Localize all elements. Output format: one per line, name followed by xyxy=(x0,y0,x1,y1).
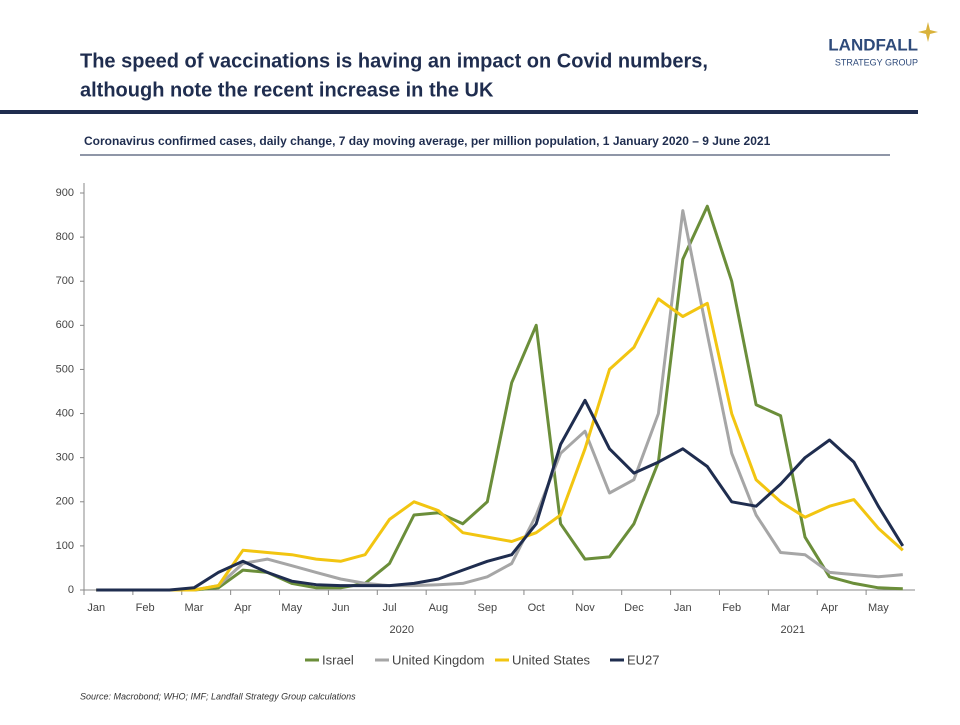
x-tick-label: Apr xyxy=(234,602,251,614)
y-tick-label: 400 xyxy=(56,407,74,419)
x-tick-label: Jan xyxy=(87,602,105,614)
brand-sub: STRATEGY GROUP xyxy=(835,57,918,67)
x-tick-label: Apr xyxy=(821,602,838,614)
x-tick-label: Jan xyxy=(674,602,692,614)
series-line xyxy=(96,204,903,592)
x-tick-label: Feb xyxy=(136,602,155,614)
y-tick-label: 100 xyxy=(56,540,74,552)
y-tick-label: 200 xyxy=(56,496,74,508)
subtitle: Coronavirus confirmed cases, daily chang… xyxy=(84,134,771,148)
y-tick-label: 800 xyxy=(56,231,74,243)
legend-label: United Kingdom xyxy=(392,652,485,667)
x-tick-label: Feb xyxy=(722,602,741,614)
x-tick-label: Aug xyxy=(429,602,449,614)
series-line xyxy=(96,209,903,592)
y-tick-label: 0 xyxy=(68,584,74,596)
x-tick-label: May xyxy=(868,602,889,614)
title-line: The speed of vaccinations is having an i… xyxy=(80,50,708,72)
y-tick-label: 600 xyxy=(56,319,74,331)
legend-label: Israel xyxy=(322,652,354,667)
x-tick-label: Sep xyxy=(477,602,497,614)
x-tick-label: Jul xyxy=(382,602,396,614)
y-tick-label: 300 xyxy=(56,452,74,464)
rule xyxy=(0,110,918,114)
x-tick-label: Mar xyxy=(771,602,790,614)
title-line: although note the recent increase in the… xyxy=(80,79,494,101)
x-tick-label: Dec xyxy=(624,602,644,614)
x-tick-label: May xyxy=(281,602,302,614)
x-tick-label: Nov xyxy=(575,602,595,614)
x-tick-label: Jun xyxy=(332,602,350,614)
y-tick-label: 500 xyxy=(56,363,74,375)
legend-label: EU27 xyxy=(627,652,660,667)
series-line xyxy=(96,398,905,592)
year-label: 2021 xyxy=(781,624,805,636)
y-tick-label: 700 xyxy=(56,275,74,287)
legend-label: United States xyxy=(512,652,591,667)
logo-star xyxy=(918,22,938,42)
x-tick-label: Mar xyxy=(185,602,204,614)
source: Source: Macrobond; WHO; IMF; Landfall St… xyxy=(80,691,356,701)
y-tick-label: 900 xyxy=(56,187,74,199)
brand: LANDFALL xyxy=(828,35,918,54)
x-tick-label: Oct xyxy=(528,602,545,614)
year-label: 2020 xyxy=(389,624,413,636)
